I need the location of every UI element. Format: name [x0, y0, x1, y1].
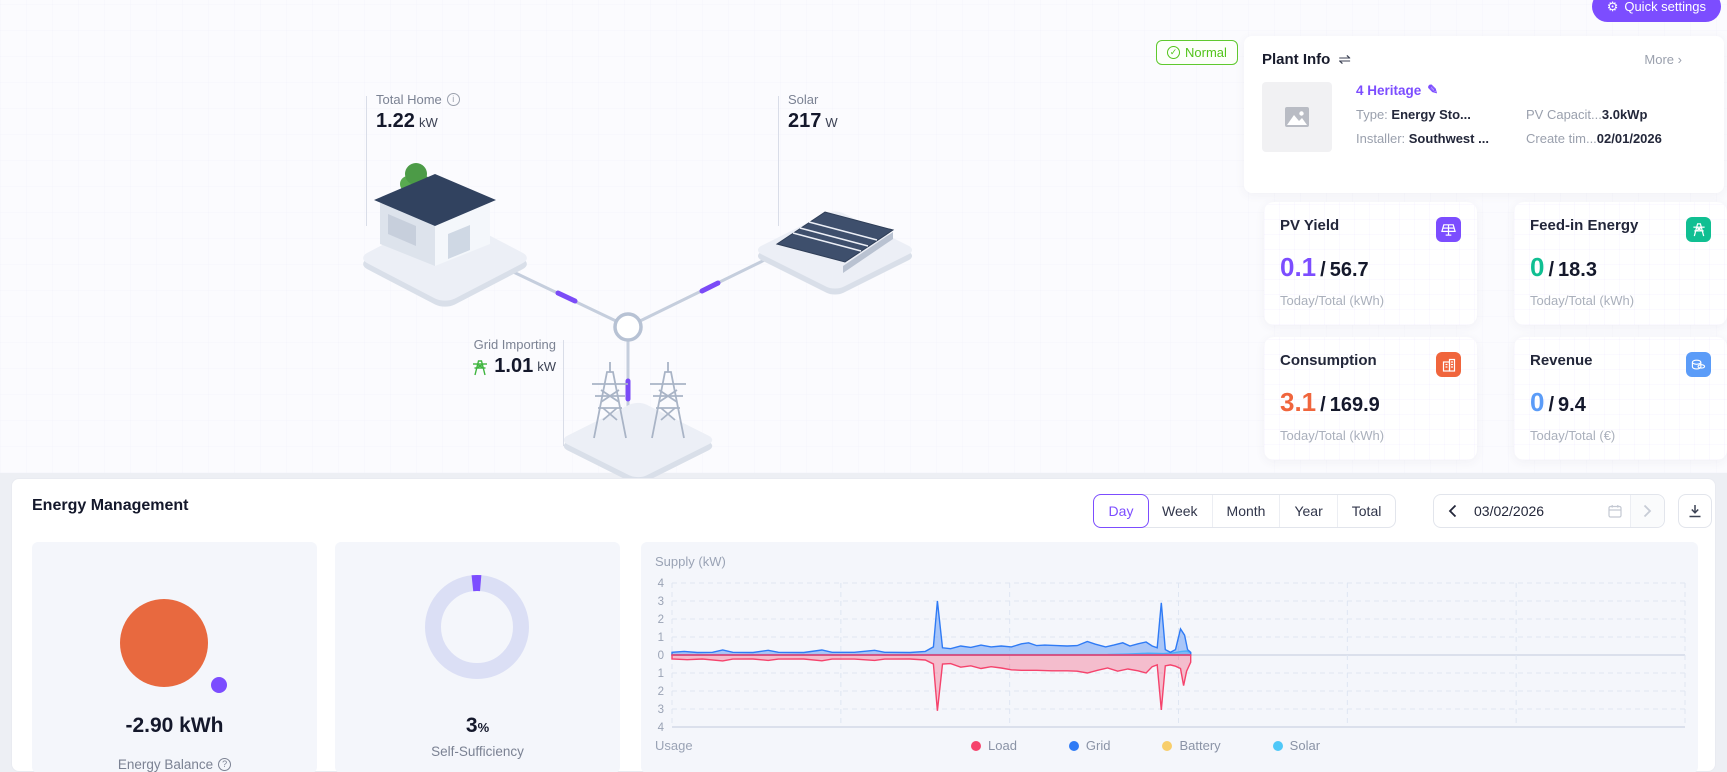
- svg-text:2: 2: [658, 614, 664, 626]
- svg-text:1: 1: [658, 632, 664, 644]
- more-link[interactable]: More ›: [1644, 51, 1682, 67]
- plant-info-card: Plant Info ⇌ More › 4 Heritage ✎: [1244, 36, 1724, 193]
- quick-settings-button[interactable]: ⚙ Quick settings: [1591, 0, 1721, 22]
- tab-day[interactable]: Day: [1093, 494, 1149, 528]
- series-load: [671, 654, 1192, 711]
- plant-pv-capacity: PV Capacit...3.0kWp: [1526, 107, 1648, 122]
- self-sufficiency-value: 3%: [465, 714, 490, 737]
- chart-usage-label: Usage: [655, 738, 693, 753]
- flow-label-grid: Grid Importing 1.01 kW: [473, 337, 556, 377]
- energy-management-title: Energy Management: [32, 497, 189, 514]
- leader-line-grid: [563, 340, 564, 446]
- svg-text:3: 3: [658, 596, 664, 608]
- leader-line-solar: [778, 96, 779, 226]
- svg-text:3: 3: [658, 704, 664, 716]
- energy-flow-diagram: [363, 163, 913, 484]
- gear-icon: ⚙: [1606, 0, 1619, 14]
- chart-legend: Load Grid Battery Solar: [971, 738, 1320, 753]
- legend-dot: [1162, 740, 1173, 751]
- stat-card-consumption: Consumption 3.1 / 169.9 Today/Total (kWh…: [1264, 337, 1477, 460]
- revenue-coins-icon: [1686, 352, 1711, 377]
- legend-solar[interactable]: Solar: [1272, 738, 1320, 753]
- plant-info-title: Plant Info: [1262, 50, 1331, 68]
- plant-create-time: Create tim...02/01/2026: [1526, 131, 1662, 146]
- edit-pencil-icon[interactable]: ✎: [1427, 82, 1439, 97]
- chart-supply-label: Supply (kW): [655, 554, 726, 569]
- feed-in-pylon-icon: [1686, 217, 1711, 242]
- check-circle-icon: ✓: [1167, 46, 1180, 59]
- tab-total[interactable]: Total: [1351, 503, 1382, 519]
- series-grid: [671, 600, 1192, 656]
- overview-hero: ⚙ Quick settings ✓ Normal: [0, 0, 1727, 484]
- stat-card-pv-yield: PV Yield 0.1 / 56.7 Today/Total (kWh): [1264, 202, 1477, 325]
- energy-management-panel: Energy Management Day Week Month Year To…: [11, 478, 1716, 772]
- image-icon: [1285, 107, 1309, 127]
- legend-grid[interactable]: Grid: [1068, 738, 1110, 753]
- flow-pulse-home: [555, 290, 578, 304]
- self-sufficiency-label: Self-Sufficiency: [431, 744, 524, 759]
- date-value[interactable]: 03/02/2026: [1474, 503, 1545, 519]
- legend-battery[interactable]: Battery: [1162, 738, 1221, 753]
- consumption-building-icon: [1436, 352, 1461, 377]
- svg-text:0: 0: [658, 650, 664, 662]
- energy-balance-card: -2.90 kWh Energy Balance ?: [32, 542, 317, 772]
- energy-balance-pie: [120, 599, 227, 693]
- supply-usage-chart-panel: Supply (kW) 4 3 2 1 0 1 2 3 4 Usage Load Grid Batt…: [641, 542, 1698, 772]
- period-tabs: Day Week Month Year Total: [1093, 494, 1397, 528]
- leader-line-home: [366, 96, 367, 226]
- plant-name: 4 Heritage ✎: [1356, 82, 1439, 98]
- self-sufficiency-donut: [425, 575, 529, 679]
- plant-photo-placeholder[interactable]: [1262, 82, 1332, 152]
- next-date-button[interactable]: [1630, 495, 1664, 527]
- legend-load[interactable]: Load: [971, 738, 1017, 753]
- plant-installer: Installer: Southwest ...: [1356, 131, 1489, 146]
- energy-balance-value: -2.90 kWh: [125, 714, 224, 737]
- prev-date-button[interactable]: [1434, 495, 1470, 527]
- status-badge: ✓ Normal: [1156, 40, 1238, 65]
- flow-label-solar: Solar 217 W: [788, 92, 838, 132]
- swap-plant-icon[interactable]: ⇌: [1338, 51, 1351, 68]
- supply-usage-chart[interactable]: 4 3 2 1 0 1 2 3 4: [641, 572, 1698, 732]
- stat-card-revenue: Revenue 0 / 9.4 Today/Total (€): [1514, 337, 1727, 460]
- solar-panel-illustration: [775, 211, 895, 273]
- svg-text:4: 4: [658, 722, 665, 732]
- download-button[interactable]: [1678, 494, 1712, 528]
- date-navigator: 03/02/2026: [1433, 494, 1665, 528]
- info-icon[interactable]: i: [446, 93, 460, 106]
- grid-towers-illustration: [592, 362, 686, 439]
- help-icon[interactable]: ?: [218, 758, 232, 771]
- flow-label-home: Total Home i 1.22 kW: [376, 92, 460, 133]
- energy-balance-label: Energy Balance ?: [32, 757, 317, 772]
- calendar-icon[interactable]: [1600, 504, 1630, 518]
- flow-hub-node: [613, 312, 643, 342]
- house-illustration: [374, 163, 496, 266]
- self-sufficiency-card: 3% Self-Sufficiency: [335, 542, 620, 772]
- pylon-green-icon: [473, 359, 488, 375]
- flow-pulse-solar: [699, 280, 721, 294]
- tab-year[interactable]: Year: [1280, 495, 1338, 527]
- legend-dot: [971, 740, 981, 751]
- legend-dot: [1068, 740, 1079, 751]
- download-icon: [1689, 505, 1701, 518]
- stat-card-feed-in: Feed-in Energy 0 / 18.3 Today/Total (kWh…: [1514, 202, 1727, 325]
- svg-text:2: 2: [658, 686, 664, 698]
- svg-text:4: 4: [658, 578, 665, 590]
- tab-month[interactable]: Month: [1213, 495, 1281, 527]
- legend-dot: [1272, 740, 1283, 751]
- plant-type: Type: Energy Sto...: [1356, 107, 1471, 122]
- svg-text:1: 1: [658, 668, 664, 680]
- solar-panel-icon: [1436, 217, 1461, 242]
- tab-week[interactable]: Week: [1148, 495, 1213, 527]
